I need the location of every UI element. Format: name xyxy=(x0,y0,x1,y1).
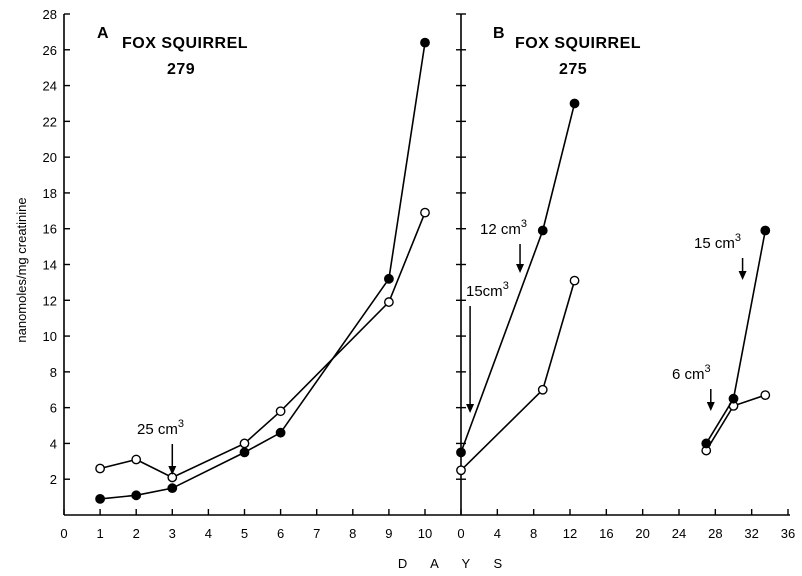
panel-b-open-point xyxy=(569,275,580,286)
panel-a-filled-point xyxy=(239,447,250,458)
panel-a-open-point xyxy=(420,207,430,218)
panel-b-filled-point xyxy=(760,225,771,236)
panel-a-filled-point xyxy=(275,427,286,438)
x-tick-label: 24 xyxy=(672,526,686,541)
arrow-head-icon xyxy=(706,402,715,411)
panel-a-open-point xyxy=(275,406,286,417)
panel-a-subtitle: 279 xyxy=(167,61,195,78)
x-tick-label: 4 xyxy=(494,526,501,541)
panel-a-filled-point xyxy=(131,490,142,501)
x-tick-label: 8 xyxy=(530,526,537,541)
y-tick-label: 28 xyxy=(43,7,57,22)
panel-b: 0 4 8 12 16 20 24 28 32 36 B FOX SQUIRREL 275 12 … xyxy=(450,13,795,541)
panel-a-filled-point xyxy=(420,37,430,48)
panel-b-filled-point xyxy=(456,447,466,458)
panel-b-filled-point xyxy=(569,98,580,109)
panel-b-series-line xyxy=(705,230,767,444)
x-tick-label: 7 xyxy=(313,526,320,541)
arrow-head-icon xyxy=(516,264,525,273)
panel-b-open-point xyxy=(760,390,771,401)
x-tick-label: 6 xyxy=(277,526,284,541)
panel-b-series-line xyxy=(460,280,576,471)
x-tick-label: 2 xyxy=(133,526,140,541)
x-tick-label: 9 xyxy=(385,526,392,541)
x-tick-label: 1 xyxy=(96,526,103,541)
y-tick-label: 12 xyxy=(43,293,57,308)
y-tick-label: 6 xyxy=(50,401,57,416)
panel-a-open-point xyxy=(239,438,250,449)
y-tick-label: 14 xyxy=(43,258,57,273)
y-tick-label: 18 xyxy=(43,186,57,201)
y-tick-label: 20 xyxy=(43,150,57,165)
panel-b-open-point xyxy=(456,465,466,476)
x-tick-label: 0 xyxy=(457,526,464,541)
x-tick-label: 8 xyxy=(349,526,356,541)
y-axis-label: nanomoles/mg creatinine xyxy=(14,197,29,342)
panel-b-open-point xyxy=(537,384,548,395)
y-tick-label: 26 xyxy=(43,43,57,58)
panel-b-filled-point xyxy=(537,225,548,236)
y-tick-label: 24 xyxy=(43,79,57,94)
panel-a-label: A xyxy=(97,25,109,42)
panel-b-title: FOX SQUIRREL xyxy=(515,35,641,52)
x-tick-label: 0 xyxy=(60,526,67,541)
arrow-head-icon xyxy=(466,404,475,413)
dose-annotation: 15cm3 xyxy=(466,280,509,300)
x-tick-label: 4 xyxy=(205,526,212,541)
y-tick-label: 2 xyxy=(50,472,57,487)
arrow-head-icon xyxy=(168,466,177,475)
x-tick-label: 16 xyxy=(599,526,613,541)
panel-a-filled-point xyxy=(95,493,106,504)
panel-a-filled-point xyxy=(383,273,394,284)
y-tick-label: 8 xyxy=(50,365,57,380)
y-tick-label: 10 xyxy=(43,329,57,344)
x-tick-label: 36 xyxy=(781,526,795,541)
panel-b-filled-point xyxy=(728,393,739,404)
dose-annotation: 15 cm3 xyxy=(694,232,741,252)
panel-a-open-point xyxy=(383,297,394,307)
y-tick-label: 16 xyxy=(43,222,57,237)
panel-a-open-point xyxy=(95,463,106,474)
dose-annotation: 12 cm3 xyxy=(480,218,527,238)
x-tick-label: 5 xyxy=(241,526,248,541)
panel-b-label: B xyxy=(493,25,505,42)
x-tick-label: 12 xyxy=(563,526,577,541)
panel-b-subtitle: 275 xyxy=(559,61,587,78)
panel-a-filled-point xyxy=(167,483,178,494)
dose-annotation: 25 cm3 xyxy=(137,418,184,438)
panel-b-series-line xyxy=(460,103,576,453)
x-axis-label: D A Y S xyxy=(398,556,512,571)
x-tick-label: 10 xyxy=(418,526,432,541)
y-tick-label: 4 xyxy=(50,436,57,451)
x-tick-label: 32 xyxy=(744,526,758,541)
x-tick-label: 20 xyxy=(635,526,649,541)
dose-annotation: 6 cm3 xyxy=(672,363,711,383)
arrow-head-icon xyxy=(738,271,747,280)
x-tick-label: 3 xyxy=(169,526,176,541)
panel-a-open-point xyxy=(131,454,142,465)
x-tick-label: 28 xyxy=(708,526,722,541)
panel-b-filled-point xyxy=(701,438,712,449)
y-tick-label: 22 xyxy=(43,114,57,129)
panel-a-title: FOX SQUIRREL xyxy=(122,35,248,52)
